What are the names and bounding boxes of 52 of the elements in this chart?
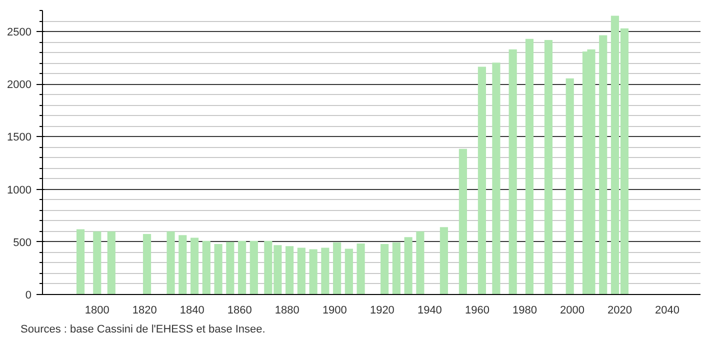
- x-tick-label: 1880: [274, 304, 300, 316]
- bar: [214, 244, 222, 294]
- x-tick-label: 2040: [655, 304, 680, 316]
- x-tick-label: 1960: [464, 304, 490, 316]
- bar: [76, 229, 85, 294]
- bar: [416, 231, 424, 294]
- y-tick-label: 2500: [7, 26, 32, 39]
- bar: [566, 78, 574, 294]
- bar: [309, 249, 318, 294]
- bar: [297, 248, 306, 294]
- bar: [250, 240, 258, 294]
- y-tick-label: 2000: [7, 79, 32, 92]
- bar: [544, 40, 553, 294]
- x-tick-label: 2020: [608, 304, 632, 316]
- bar: [321, 248, 330, 294]
- x-tick-label: 1820: [132, 304, 157, 316]
- bar: [344, 248, 353, 294]
- source-note: Sources : base Cassini de l'EHESS et base Insee.: [20, 324, 266, 336]
- bar: [492, 62, 500, 294]
- x-tick-label: 1860: [227, 304, 252, 316]
- bar: [356, 243, 365, 294]
- bar: [107, 231, 116, 294]
- bar: [286, 246, 294, 294]
- bar: [202, 240, 210, 294]
- bar: [226, 242, 234, 294]
- bar: [440, 227, 448, 294]
- bar: [380, 244, 389, 294]
- bar: [238, 240, 246, 294]
- x-tick-label: 1840: [180, 304, 204, 316]
- bar: [599, 35, 608, 294]
- bar: [166, 231, 175, 294]
- x-tick-label: 1940: [417, 304, 442, 316]
- x-tick-label: 1980: [512, 304, 537, 316]
- x-tick-label: 1920: [370, 304, 394, 316]
- bar: [392, 242, 400, 294]
- bar: [458, 148, 467, 294]
- x-tick-label: 2000: [560, 304, 584, 316]
- y-tick-label: 1000: [7, 184, 32, 196]
- y-tick-label: 500: [13, 236, 32, 249]
- bar: [142, 234, 152, 294]
- bar: [333, 242, 342, 294]
- bar: [93, 231, 102, 294]
- bar: [404, 237, 412, 294]
- bar: [525, 38, 534, 294]
- bar: [178, 235, 187, 294]
- x-tick-label: 1800: [84, 304, 110, 316]
- y-tick-label: 0: [25, 290, 32, 302]
- x-tick-label: 1900: [322, 304, 347, 316]
- bar: [190, 238, 199, 294]
- bar: [508, 49, 517, 294]
- bar: [478, 66, 486, 294]
- y-tick-label: 1500: [7, 132, 32, 144]
